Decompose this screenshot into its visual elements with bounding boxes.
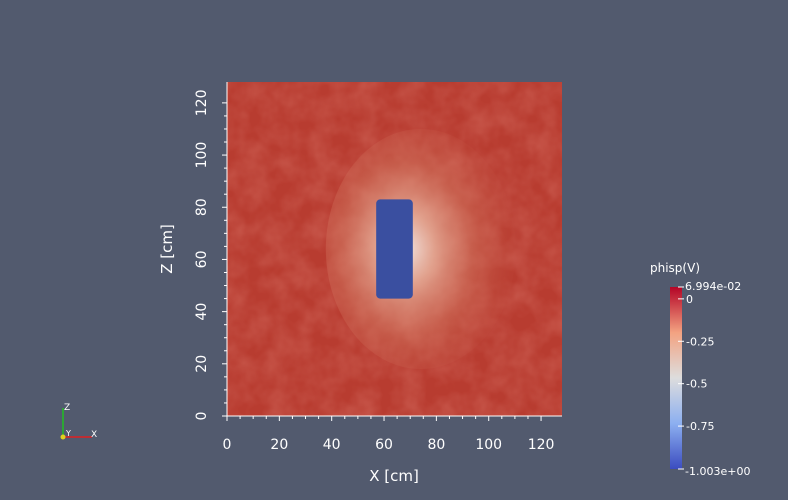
plot-axes: 0 20 40 60 80 100 120 0 20 40 60 80 100 120 X [cm] Z… bbox=[158, 82, 562, 485]
colorbar-tick-label: 0 bbox=[686, 293, 693, 306]
conductor-block bbox=[376, 199, 413, 299]
y-axis-title: Z [cm] bbox=[158, 224, 176, 274]
colorbar-max-label: 6.994e-02 bbox=[685, 280, 741, 293]
y-tick-label: 60 bbox=[194, 251, 210, 269]
colorbar-title: phisp(V) bbox=[650, 261, 700, 275]
y-tick-label: 100 bbox=[194, 142, 210, 169]
x-tick-label: 100 bbox=[475, 437, 502, 453]
colorbar-tick-label: -0.25 bbox=[686, 335, 714, 348]
y-tick-group: 0 20 40 60 80 100 120 bbox=[194, 90, 227, 421]
orientation-y-label: Y bbox=[65, 429, 71, 438]
potential-halo bbox=[325, 129, 516, 369]
y-tick-label: 80 bbox=[194, 198, 210, 216]
x-tick-label: 120 bbox=[528, 437, 555, 453]
x-tick-label: 20 bbox=[270, 437, 288, 453]
x-tick-group: 0 20 40 60 80 100 120 bbox=[223, 416, 555, 453]
orientation-z-label: Z bbox=[64, 403, 70, 413]
colorbar-gradient bbox=[670, 287, 682, 469]
colorbar-min-label: -1.003e+00 bbox=[685, 465, 750, 478]
y-tick-label: 20 bbox=[194, 355, 210, 373]
y-tick-label: 40 bbox=[194, 303, 210, 321]
orientation-x-label: X bbox=[91, 430, 97, 440]
x-tick-label: 0 bbox=[223, 437, 232, 453]
orientation-axes-widget: Z Y X bbox=[60, 403, 97, 440]
y-tick-label: 120 bbox=[194, 90, 210, 117]
colorbar-tick-label: -0.5 bbox=[686, 378, 707, 391]
y-tick-label: 0 bbox=[194, 412, 210, 421]
potential-field-plot bbox=[227, 82, 562, 416]
x-axis-title: X [cm] bbox=[369, 467, 419, 485]
colorbar: phisp(V) 0 -0.25 -0.5 -0.75 6.994e-02 -1.00… bbox=[650, 261, 750, 478]
orientation-y-axis bbox=[60, 434, 66, 440]
x-tick-label: 60 bbox=[375, 437, 393, 453]
x-tick-label: 80 bbox=[427, 437, 445, 453]
x-tick-label: 40 bbox=[323, 437, 341, 453]
colorbar-tick-group: 0 -0.25 -0.5 -0.75 bbox=[678, 286, 714, 470]
colorbar-tick-label: -0.75 bbox=[686, 420, 714, 433]
